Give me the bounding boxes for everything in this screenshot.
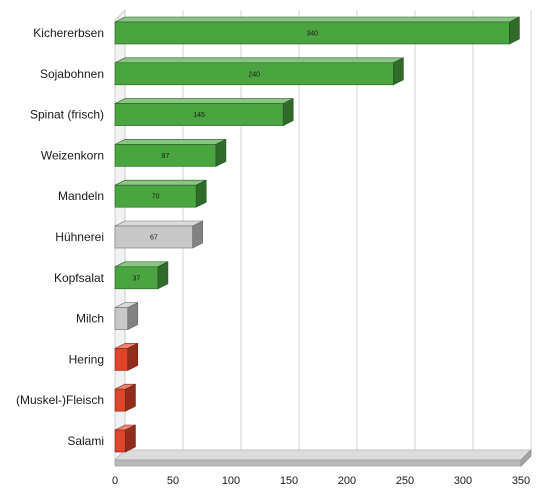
category-label: (Muskel-)Fleisch	[16, 393, 104, 407]
bar-side-face	[125, 424, 136, 453]
bar-side-face	[195, 179, 207, 208]
bar: 87	[114, 138, 227, 167]
bar-value-label: 240	[248, 71, 260, 78]
category-label: Hühnerei	[55, 230, 104, 244]
chart-floor	[114, 449, 532, 467]
bar-side-face	[282, 98, 294, 127]
bar-value-label: 340	[306, 31, 318, 38]
category-label: Spinat (frisch)	[30, 108, 104, 122]
bar-side-face	[127, 302, 139, 331]
bar-top-face	[114, 220, 203, 227]
bar-side-face	[127, 342, 139, 371]
bar-top-face	[114, 139, 227, 145]
bar: 240	[114, 57, 404, 86]
x-tick-label: 200	[338, 475, 356, 487]
bar-value-label: 87	[162, 153, 170, 160]
bar: 145	[114, 98, 294, 127]
floor-side	[520, 449, 532, 467]
bar	[114, 383, 136, 412]
x-tick-label: 50	[167, 475, 179, 487]
floor-front	[114, 459, 522, 467]
x-tick-label: 100	[222, 475, 240, 487]
bar-side-face	[393, 57, 404, 86]
bar-side-face	[192, 220, 204, 249]
category-label: Milch	[76, 312, 104, 326]
bar: 70	[114, 179, 207, 208]
bar	[114, 342, 139, 371]
bars: 340 240 145 87 70 67 37	[114, 16, 520, 453]
bar: 340	[114, 16, 520, 45]
x-tick-label: 250	[396, 475, 414, 487]
bar-top-face	[114, 16, 520, 23]
category-label: Kichererbsen	[33, 26, 104, 40]
x-tick-label: 350	[512, 475, 530, 487]
x-tick-label: 150	[280, 475, 298, 487]
bar-side-face	[125, 383, 136, 412]
bar-side-face	[157, 261, 169, 290]
category-labels: Kichererbsen Sojabohnen Spinat (frisch) Wei…	[16, 26, 105, 448]
x-tick-label: 300	[454, 475, 472, 487]
bar-value-label: 70	[152, 194, 160, 201]
category-label: Hering	[69, 352, 104, 366]
bar: 37	[114, 261, 169, 290]
bar-top-face	[114, 179, 207, 186]
bar-front-face	[114, 429, 126, 453]
category-label: Weizenkorn	[41, 148, 104, 162]
bar-value-label: 145	[193, 112, 205, 119]
bar	[114, 302, 139, 331]
bar: 67	[114, 220, 204, 249]
category-label: Kopfsalat	[54, 271, 105, 285]
bar-side-face	[509, 16, 520, 45]
bar-top-face	[114, 57, 404, 64]
category-label: Mandeln	[58, 189, 104, 203]
bar	[114, 424, 136, 453]
floor-top	[114, 449, 532, 461]
bar-value-label: 67	[150, 235, 158, 242]
bar-front-face	[114, 348, 129, 371]
bar-value-label: 37	[133, 275, 141, 282]
category-label: Salami	[67, 434, 104, 448]
x-axis-tick-labels: 0 50 100 150 200 250 300 350	[112, 475, 530, 487]
bar-front-face	[114, 307, 129, 330]
category-label: Sojabohnen	[40, 67, 104, 81]
bar-side-face	[215, 138, 227, 167]
x-tick-label: 0	[112, 475, 118, 487]
bar-front-face	[114, 388, 126, 412]
bar-top-face	[114, 98, 294, 104]
